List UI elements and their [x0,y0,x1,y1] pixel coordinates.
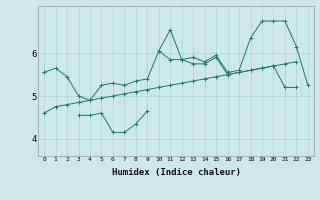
X-axis label: Humidex (Indice chaleur): Humidex (Indice chaleur) [111,168,241,177]
